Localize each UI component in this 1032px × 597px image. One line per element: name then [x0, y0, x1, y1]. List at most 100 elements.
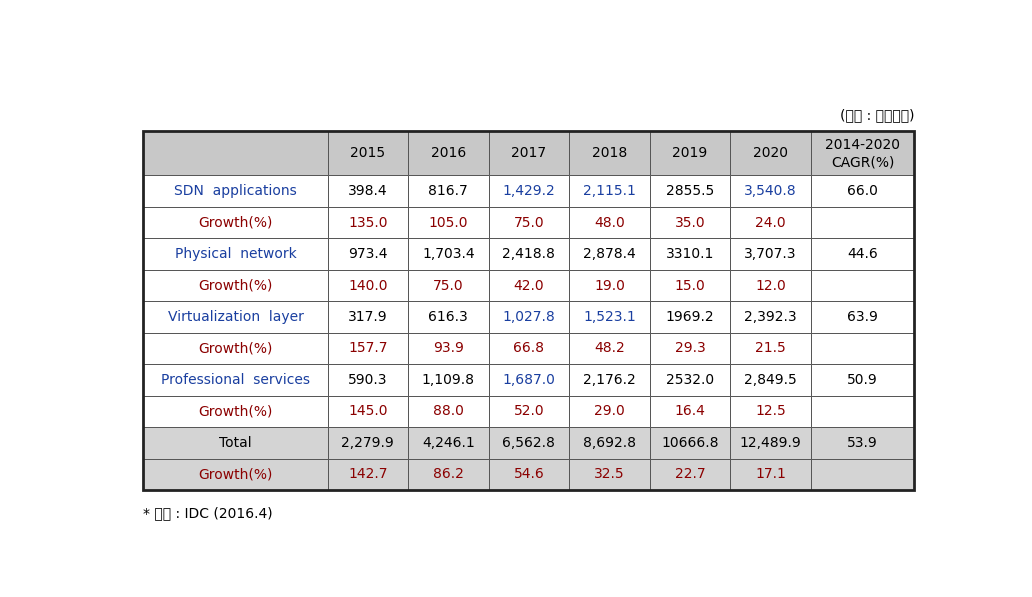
Bar — [488, 238, 570, 270]
Bar — [570, 458, 650, 490]
Bar — [488, 458, 570, 490]
Bar — [143, 333, 327, 364]
Bar — [488, 131, 570, 176]
Text: 44.6: 44.6 — [847, 247, 878, 261]
Bar — [650, 270, 731, 301]
Text: Growth(%): Growth(%) — [198, 404, 272, 418]
Text: 42.0: 42.0 — [514, 279, 544, 293]
Bar — [570, 301, 650, 333]
Text: (단위 : 백만달러): (단위 : 백만달러) — [840, 108, 914, 122]
Text: 12,489.9: 12,489.9 — [740, 436, 802, 450]
Text: 317.9: 317.9 — [348, 310, 388, 324]
Bar — [811, 396, 914, 427]
Bar — [143, 427, 327, 458]
Text: 86.2: 86.2 — [433, 467, 463, 481]
Text: 66.0: 66.0 — [847, 184, 878, 198]
Text: 2,176.2: 2,176.2 — [583, 373, 636, 387]
Text: 145.0: 145.0 — [348, 404, 388, 418]
Text: 1969.2: 1969.2 — [666, 310, 714, 324]
Text: Growth(%): Growth(%) — [198, 467, 272, 481]
Text: 2018: 2018 — [591, 146, 627, 161]
Bar — [408, 176, 488, 207]
Bar — [570, 238, 650, 270]
Bar — [731, 396, 811, 427]
Bar — [650, 333, 731, 364]
Bar — [731, 176, 811, 207]
Bar — [327, 301, 408, 333]
Bar — [731, 238, 811, 270]
Text: 50.9: 50.9 — [847, 373, 878, 387]
Text: 53.9: 53.9 — [847, 436, 878, 450]
Bar — [731, 427, 811, 458]
Text: 2,392.3: 2,392.3 — [744, 310, 797, 324]
Bar — [570, 270, 650, 301]
Bar — [143, 301, 327, 333]
Text: 973.4: 973.4 — [348, 247, 388, 261]
Text: 105.0: 105.0 — [428, 216, 469, 230]
Bar — [408, 301, 488, 333]
Bar — [408, 396, 488, 427]
Bar — [731, 333, 811, 364]
Bar — [731, 458, 811, 490]
Bar — [327, 238, 408, 270]
Text: 1,109.8: 1,109.8 — [422, 373, 475, 387]
Text: 21.5: 21.5 — [755, 341, 785, 355]
Text: * 출처 : IDC (2016.4): * 출처 : IDC (2016.4) — [143, 506, 273, 520]
Text: 93.9: 93.9 — [433, 341, 463, 355]
Text: 48.2: 48.2 — [594, 341, 624, 355]
Bar — [408, 333, 488, 364]
Bar — [488, 427, 570, 458]
Text: 140.0: 140.0 — [348, 279, 388, 293]
Bar — [408, 364, 488, 396]
Bar — [570, 131, 650, 176]
Bar — [327, 270, 408, 301]
Text: 35.0: 35.0 — [675, 216, 705, 230]
Text: 2532.0: 2532.0 — [666, 373, 714, 387]
Bar — [488, 176, 570, 207]
Text: 24.0: 24.0 — [755, 216, 785, 230]
Bar — [408, 458, 488, 490]
Text: 2855.5: 2855.5 — [666, 184, 714, 198]
Text: 1,687.0: 1,687.0 — [503, 373, 555, 387]
Text: 3310.1: 3310.1 — [666, 247, 714, 261]
Bar — [327, 458, 408, 490]
Bar — [143, 364, 327, 396]
Bar — [143, 396, 327, 427]
Bar — [408, 427, 488, 458]
Bar — [570, 207, 650, 238]
Text: 2014-2020
CAGR(%): 2014-2020 CAGR(%) — [825, 138, 900, 169]
Bar — [811, 458, 914, 490]
Text: 6,562.8: 6,562.8 — [503, 436, 555, 450]
Text: 75.0: 75.0 — [514, 216, 544, 230]
Text: 63.9: 63.9 — [847, 310, 878, 324]
Bar — [811, 131, 914, 176]
Bar — [650, 238, 731, 270]
Bar — [570, 364, 650, 396]
Text: Growth(%): Growth(%) — [198, 216, 272, 230]
Text: 19.0: 19.0 — [594, 279, 624, 293]
Text: Virtualization  layer: Virtualization layer — [167, 310, 303, 324]
Text: 2,279.9: 2,279.9 — [342, 436, 394, 450]
Text: 54.6: 54.6 — [514, 467, 544, 481]
Bar — [143, 270, 327, 301]
Bar — [408, 270, 488, 301]
Bar — [143, 238, 327, 270]
Bar — [650, 207, 731, 238]
Text: 2015: 2015 — [350, 146, 385, 161]
Bar — [570, 176, 650, 207]
Bar — [811, 238, 914, 270]
Text: 12.5: 12.5 — [755, 404, 785, 418]
Bar — [327, 176, 408, 207]
Text: 29.3: 29.3 — [675, 341, 705, 355]
Bar — [143, 458, 327, 490]
Bar — [811, 176, 914, 207]
Bar — [811, 427, 914, 458]
Bar — [488, 270, 570, 301]
Text: 142.7: 142.7 — [348, 467, 388, 481]
Bar — [731, 364, 811, 396]
Text: 10666.8: 10666.8 — [662, 436, 718, 450]
Text: 22.7: 22.7 — [675, 467, 705, 481]
Text: 2016: 2016 — [430, 146, 466, 161]
Bar — [650, 396, 731, 427]
Text: 1,523.1: 1,523.1 — [583, 310, 636, 324]
